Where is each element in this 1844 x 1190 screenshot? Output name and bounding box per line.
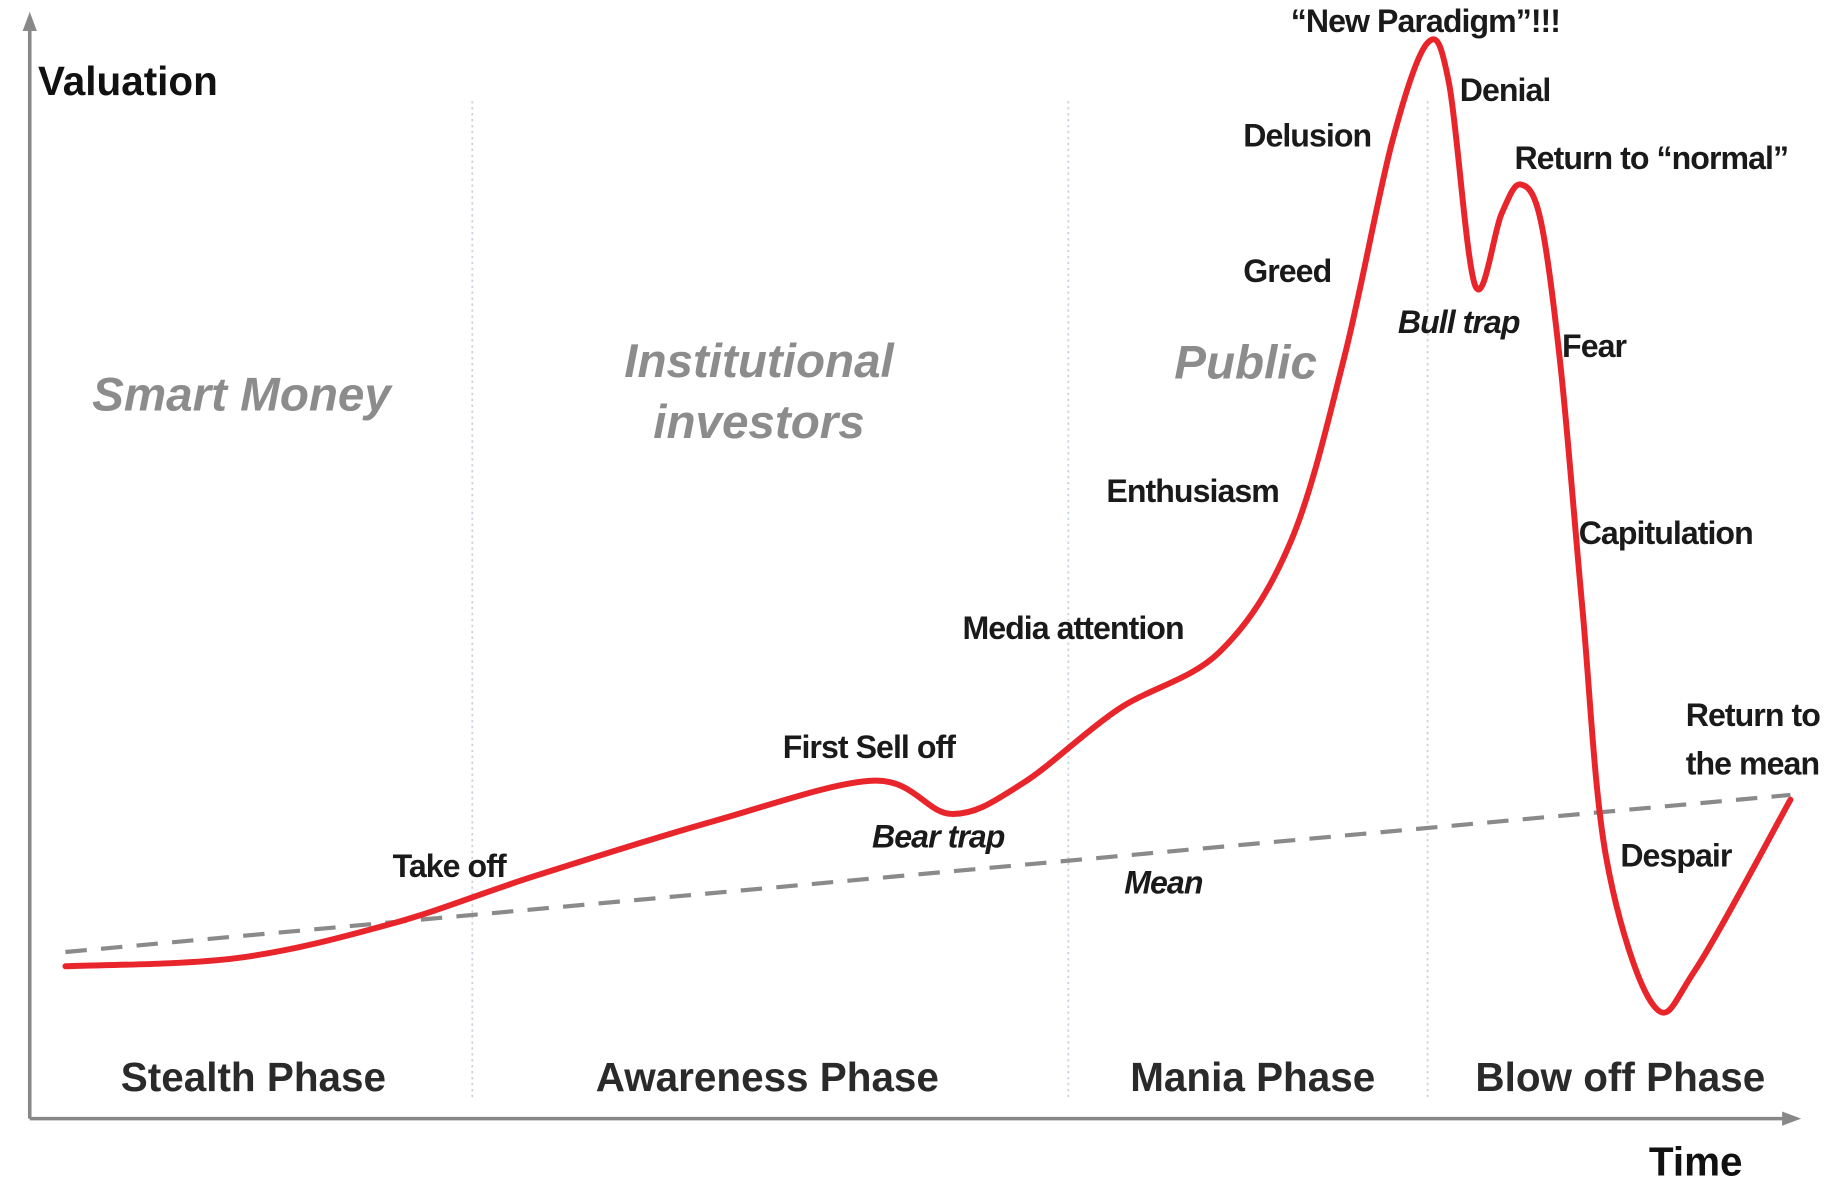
investor-label: investors (653, 396, 865, 449)
y-axis-label: Valuation (38, 58, 218, 104)
x-arrow (1782, 1111, 1802, 1126)
annotation: Bull trap (1398, 304, 1520, 340)
annotation: Return to “normal” (1514, 140, 1788, 176)
annotation: Media attention (962, 610, 1183, 646)
annotation: Greed (1243, 253, 1331, 289)
annotation: Fear (1562, 328, 1627, 364)
annotation: Bear trap (872, 818, 1005, 854)
investor-label: Public (1174, 336, 1317, 389)
mean-label: Mean (1124, 865, 1203, 901)
dividers (471, 101, 1429, 1101)
axes (22, 11, 1802, 1126)
phase-label: Stealth Phase (121, 1054, 386, 1100)
phase-label: Blow off Phase (1475, 1054, 1765, 1100)
investor-label: Smart Money (92, 369, 393, 422)
annotation: Denial (1460, 72, 1551, 108)
annotation: Capitulation (1579, 515, 1753, 551)
annotation: Despair (1620, 837, 1733, 873)
mean-line (65, 792, 1791, 955)
annotation: the mean (1686, 746, 1819, 782)
x-axis-label: Time (1649, 1139, 1743, 1185)
annotation: “New Paradigm”!!! (1291, 3, 1560, 39)
annotation: First Sell off (783, 729, 956, 765)
phase-label: Awareness Phase (596, 1054, 939, 1100)
investor-label: Institutional (624, 335, 895, 388)
valuation-curve (62, 36, 1794, 1016)
y-arrow (22, 11, 37, 31)
phase-label: Mania Phase (1130, 1054, 1375, 1100)
annotation: Delusion (1243, 117, 1371, 153)
annotation: Return to (1686, 697, 1820, 733)
annotation: Enthusiasm (1106, 473, 1278, 509)
annotation: Take off (393, 848, 507, 884)
